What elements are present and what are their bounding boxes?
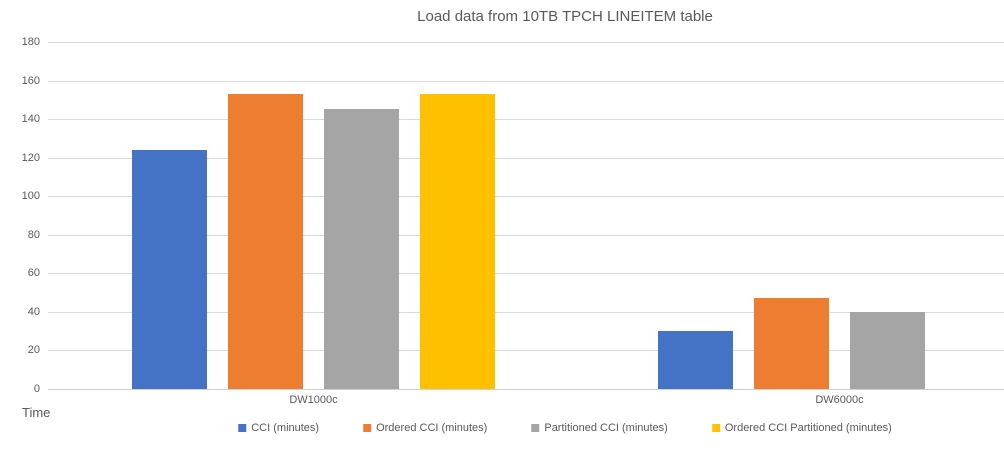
y-tick-label: 120 [21, 151, 40, 164]
bar-DW6000c-series-3 [850, 311, 925, 389]
bar-DW6000c-series-1 [658, 331, 733, 389]
legend-swatch-icon [531, 424, 540, 432]
legend-item-4: Ordered CCI Partitioned (minutes) [711, 422, 892, 434]
legend-swatch-icon [238, 424, 247, 432]
y-tick-label: 100 [21, 190, 40, 203]
legend-label: Ordered CCI (minutes) [376, 422, 488, 434]
chart-title: Load data from 10TB TPCH LINEITEM table [417, 8, 713, 25]
gridline [48, 42, 1004, 43]
legend: CCI (minutes) Ordered CCI (minutes) Partit… [238, 422, 892, 434]
y-tick-label: 40 [27, 305, 40, 318]
gridline [48, 273, 1004, 275]
category-label-DW6000c: DW6000c [815, 394, 864, 406]
legend-label: CCI (minutes) [251, 422, 320, 434]
legend-item-2: Ordered CCI (minutes) [363, 422, 487, 434]
gridline [48, 157, 1004, 159]
legend-item-1: CCI (minutes) [238, 422, 319, 434]
y-tick-label: 0 [33, 383, 40, 395]
y-tick-label: 20 [27, 344, 40, 357]
y-tick-label: 80 [27, 228, 40, 241]
gridline [48, 234, 1004, 236]
bar-DW1000c-series-2 [228, 94, 303, 389]
gridline [48, 119, 1004, 121]
y-tick-label: 180 [21, 36, 40, 48]
bar-DW6000c-series-2 [754, 298, 829, 389]
bar-DW1000c-series-1 [132, 149, 207, 389]
bar-DW1000c-series-4 [420, 94, 495, 389]
category-label-DW1000c: DW1000c [289, 394, 338, 406]
y-axis-title: Time [22, 405, 51, 420]
legend-swatch-icon [711, 424, 720, 432]
x-axis-line [48, 389, 1004, 390]
gridline [48, 350, 1004, 352]
legend-label: Ordered CCI Partitioned (minutes) [724, 422, 892, 434]
y-tick-label: 160 [21, 74, 40, 87]
y-tick-label: 140 [21, 113, 40, 126]
gridline [48, 311, 1004, 313]
legend-item-3: Partitioned CCI (minutes) [531, 422, 668, 434]
gridline [48, 196, 1004, 198]
legend-swatch-icon [363, 424, 372, 432]
bar-DW1000c-series-3 [324, 109, 399, 389]
legend-label: Partitioned CCI (minutes) [544, 422, 668, 434]
gridline [48, 80, 1004, 82]
y-tick-label: 60 [27, 267, 40, 280]
